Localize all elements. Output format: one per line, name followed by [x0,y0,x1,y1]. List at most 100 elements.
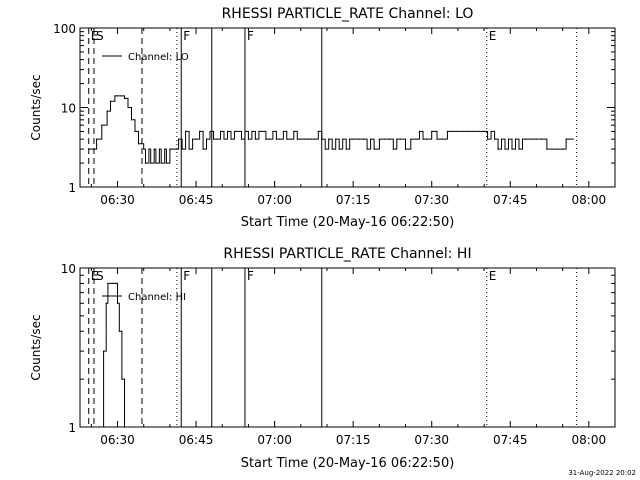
data-point [441,138,443,140]
data-point [473,130,475,133]
data-point [514,138,517,140]
data-point [219,130,222,133]
event-marker-label: F [183,29,190,43]
data-point [546,148,548,150]
data-point [314,138,316,140]
data-point [289,138,291,140]
data-point [185,130,187,133]
data-point [123,426,126,428]
event-marker-label: F [247,29,254,43]
data-point [188,148,190,150]
data-point [418,130,421,133]
data-point [116,302,119,304]
plot-frame [79,267,616,428]
data-point [338,148,340,150]
data-point [366,148,368,150]
data-point [357,138,360,140]
series-line [89,95,574,164]
data-point [115,282,117,285]
data-point [530,138,532,140]
data-point [216,138,218,140]
x-tick-label: 07:30 [414,433,449,447]
data-point [109,100,112,102]
data-point [107,282,109,285]
event-marker-label: S [96,29,104,43]
data-point [399,138,401,140]
data-point [89,148,91,150]
data-point [556,148,558,150]
data-point [144,162,147,164]
x-tick-label: 06:45 [179,193,214,207]
x-tick-label: 06:45 [179,433,214,447]
data-point [363,138,365,140]
data-point [457,130,459,133]
data-point [265,138,267,140]
data-point [373,148,375,150]
legend-entry: Channel: HI [128,292,186,303]
event-marker-label: E [91,29,99,43]
data-point [165,162,168,164]
data-point [134,130,136,133]
data-point [198,130,201,133]
x-tick-label: 07:30 [414,193,449,207]
data-point [321,138,323,140]
data-point [396,138,398,140]
data-point [446,130,449,133]
data-point [174,148,176,150]
data-point [121,378,123,380]
data-point [158,148,161,150]
y-tick-label: 100 [53,22,76,36]
data-point [226,130,229,133]
legend-entry: Channel: LO [128,52,189,63]
event-marker-label: E [489,29,497,43]
x-tick-label: 07:15 [336,193,371,207]
y-tick-label: 10 [61,102,76,116]
data-point [102,350,105,352]
data-point [431,130,433,133]
data-point [95,138,98,140]
data-point [223,138,225,140]
data-point [99,426,101,428]
x-tick-label: 06:30 [100,433,135,447]
data-point [111,282,113,285]
data-point [335,138,337,140]
data-point [572,138,574,140]
data-point [251,130,253,133]
data-point [317,130,319,133]
data-point [114,95,116,97]
data-point [504,148,506,150]
data-point [569,138,571,140]
data-point [486,138,489,140]
footer-timestamp: 31-Aug-2022 20:02 [568,469,636,477]
data-point [286,138,288,140]
data-point [137,143,140,145]
x-axis-label: Start Time (20-May-16 06:22:50) [241,215,455,230]
y-axis-label: Counts/sec [29,74,43,140]
data-point [452,130,454,133]
x-axis-label: Start Time (20-May-16 06:22:50) [241,456,455,471]
data-point [237,130,239,133]
data-point [120,95,122,97]
x-tick-label: 07:00 [257,433,292,447]
data-point [349,138,351,140]
x-tick-label: 07:45 [493,193,528,207]
x-tick-label: 07:45 [493,433,528,447]
data-point [467,130,469,133]
event-marker-label: E [91,269,99,283]
data-point [282,130,284,133]
data-point [497,148,499,150]
data-point [116,95,119,97]
data-point [101,124,103,126]
data-point [296,138,298,140]
data-point [195,138,197,140]
data-point [153,148,155,150]
data-point [160,162,162,164]
data-point [378,138,380,140]
data-point [562,148,564,150]
data-point [261,130,264,133]
data-point [404,148,407,150]
data-point [370,138,372,140]
data-point [130,119,133,121]
data-point [565,138,567,140]
